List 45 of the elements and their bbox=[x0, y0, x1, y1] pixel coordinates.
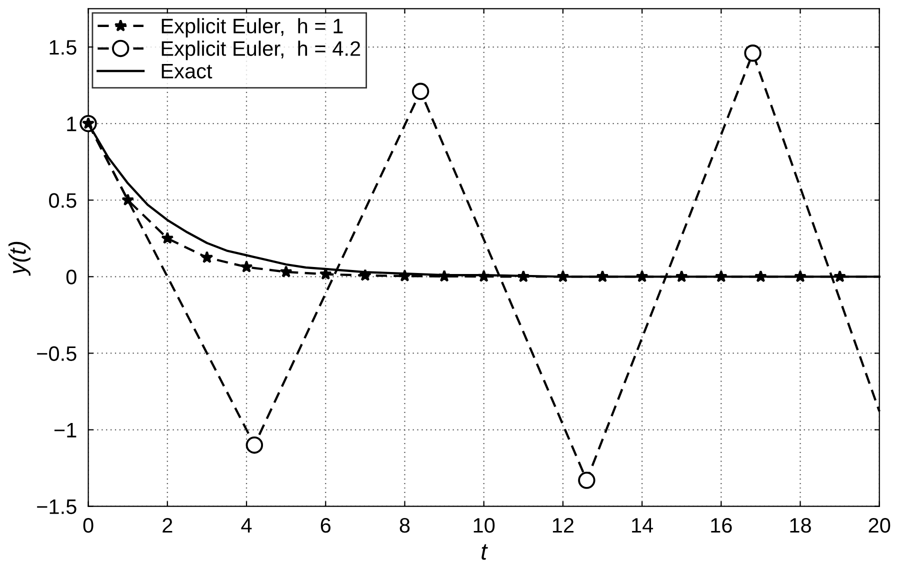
point bbox=[412, 82, 430, 100]
y-tick-label: −1 bbox=[54, 423, 76, 438]
point bbox=[578, 472, 596, 489]
legend-label: Explicit Euler, h = 4.2 bbox=[162, 40, 360, 60]
x-tick-label: 16 bbox=[711, 518, 732, 533]
y-tick-label: −1.5 bbox=[37, 500, 76, 514]
y-axis-title: y(t) bbox=[8, 242, 31, 276]
point bbox=[200, 251, 214, 264]
legend-label: Exact bbox=[162, 64, 212, 78]
legend-label: Explicit Euler, h = 1 bbox=[162, 18, 343, 38]
point bbox=[754, 270, 767, 282]
x-tick-label: 0 bbox=[83, 518, 94, 533]
point bbox=[834, 270, 846, 282]
x-tick-label: 8 bbox=[400, 518, 410, 533]
point bbox=[240, 260, 253, 272]
x-axis-title: t bbox=[482, 544, 488, 560]
y-tick-label: −0.5 bbox=[37, 346, 76, 361]
y-tick-label: 0.5 bbox=[49, 193, 76, 208]
point bbox=[478, 270, 490, 282]
point bbox=[596, 270, 609, 282]
point bbox=[438, 270, 451, 282]
point bbox=[161, 232, 174, 244]
point bbox=[358, 268, 372, 281]
x-tick-label: 6 bbox=[320, 518, 330, 533]
y-tick-label: 0 bbox=[66, 270, 76, 284]
x-tick-label: 2 bbox=[162, 518, 172, 533]
y-tick-label: 1.5 bbox=[50, 40, 76, 55]
x-tick-label: 20 bbox=[868, 518, 890, 533]
point bbox=[398, 270, 411, 282]
point bbox=[280, 265, 292, 278]
point bbox=[246, 436, 264, 454]
point bbox=[517, 270, 530, 282]
point bbox=[714, 270, 728, 282]
x-tick-label: 10 bbox=[474, 518, 495, 533]
point bbox=[636, 270, 648, 282]
point bbox=[556, 270, 570, 282]
y-tick-label: 1 bbox=[67, 116, 76, 132]
point bbox=[122, 194, 134, 206]
point bbox=[744, 44, 762, 62]
point bbox=[794, 270, 807, 282]
x-tick-label: 18 bbox=[790, 518, 811, 533]
point bbox=[675, 270, 688, 282]
x-tick-label: 12 bbox=[552, 518, 574, 533]
x-tick-label: 14 bbox=[632, 518, 654, 533]
x-tick-label: 4 bbox=[241, 518, 252, 533]
